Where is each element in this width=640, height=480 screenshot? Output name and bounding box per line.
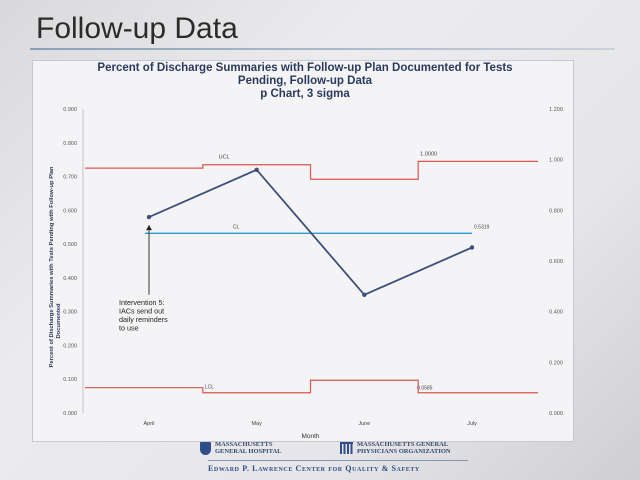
y-tick-label: 0.300	[63, 310, 77, 316]
lcl-label: LCL	[205, 385, 214, 391]
y-tick-label: 0.400	[63, 276, 77, 282]
y2-tick-label: 0.000	[549, 411, 563, 417]
y2-tick-label: 0.200	[549, 360, 563, 366]
y-tick-label: 0.500	[63, 242, 77, 248]
ucl-line	[85, 160, 538, 180]
annotation-text-line: IACs send out	[119, 306, 164, 315]
mgpo-logo-text: MASSACHUSETTS GENERAL PHYSICIANS ORGANIZ…	[357, 441, 451, 455]
cl-label: CL	[233, 224, 240, 230]
y-axis-label-line2: Documented	[56, 303, 62, 339]
y-tick-label: 0.900	[63, 107, 77, 113]
y2-tick-label: 0.600	[549, 259, 563, 265]
arrow-head-icon	[146, 225, 152, 231]
data-point	[254, 167, 259, 172]
lcl-value-label: 0.0585	[417, 386, 433, 392]
shield-icon	[200, 441, 211, 455]
x-tick-label: May	[251, 421, 262, 427]
annotation-text-line: Intervention 5:	[119, 298, 165, 307]
footer-logos: MASSACHUSETTS GENERAL HOSPITAL MASSACHUS…	[200, 438, 470, 478]
annotation-text-line: daily reminders	[119, 315, 168, 324]
chart-title-line-3: p Chart, 3 sigma	[260, 88, 350, 100]
cl-value-label: 0.5319	[474, 224, 490, 230]
data-point	[146, 214, 152, 220]
p-chart: 0.000 0.100 0.200 0.300 0.400 0.500 0.600 0.700…	[49, 107, 563, 440]
x-tick-label: April	[143, 421, 154, 427]
mgh-logo: MASSACHUSETTS GENERAL HOSPITAL	[200, 441, 282, 455]
y-axis-label: Percent of Discharge Summaries with Test…	[49, 166, 55, 367]
chart-title: Percent of Discharge Summaries with Foll…	[80, 62, 530, 101]
series-line	[148, 168, 473, 296]
x-tick-label: July	[467, 421, 477, 427]
y-tick-label: 0.100	[63, 377, 77, 383]
title-divider	[30, 48, 615, 50]
chart-title-line-1: Percent of Discharge Summaries with Foll…	[97, 62, 513, 74]
y2-tick-label: 1.200	[549, 107, 563, 113]
slide-title: Follow-up Data	[36, 12, 238, 45]
y-tick-label: 0.200	[63, 343, 77, 349]
y2-tick-label: 0.800	[549, 208, 563, 214]
data-point	[469, 245, 475, 250]
y2-tick-label: 1.000	[549, 158, 563, 164]
y-tick-label: 0.600	[63, 208, 77, 214]
ucl-value-label: 1.0000	[420, 151, 437, 157]
annotation-text-line: to use	[119, 323, 139, 332]
x-axis-label: Month	[301, 433, 319, 440]
ucl-label: UCL	[219, 155, 230, 161]
y2-tick-label: 0.400	[549, 310, 563, 316]
lcl-line	[85, 379, 538, 394]
y-tick-label: 0.000	[63, 411, 77, 417]
mgpo-logo: MASSACHUSETTS GENERAL PHYSICIANS ORGANIZ…	[340, 441, 451, 455]
chart-title-line-2: Pending, Follow-up Data	[237, 75, 373, 87]
y-tick-label: 0.800	[63, 141, 77, 147]
quality-center-name: Edward P. Lawrence Center for Quality & …	[208, 460, 468, 473]
x-tick-label: June	[358, 421, 370, 427]
y-tick-label: 0.700	[63, 175, 77, 181]
mgh-logo-text: MASSACHUSETTS GENERAL HOSPITAL	[215, 441, 282, 455]
data-point	[362, 292, 367, 297]
chart-area: 0.000 0.100 0.200 0.300 0.400 0.500 0.600 0.700…	[32, 60, 574, 442]
columns-icon	[340, 442, 353, 454]
